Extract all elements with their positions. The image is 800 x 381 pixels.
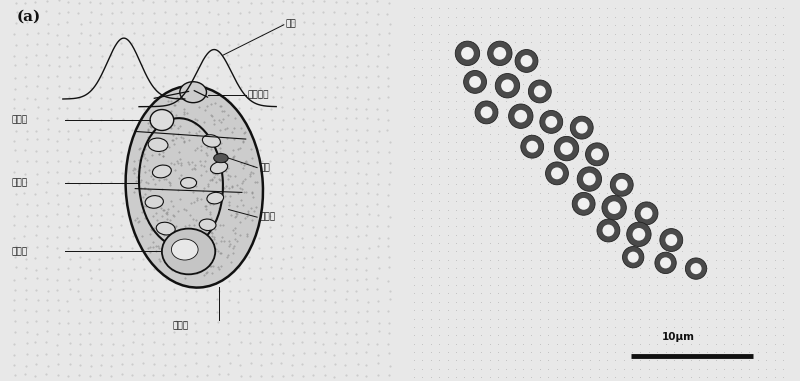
Text: 蛋白核: 蛋白核 xyxy=(11,247,27,256)
Ellipse shape xyxy=(199,219,216,231)
Circle shape xyxy=(461,47,474,60)
Circle shape xyxy=(526,141,538,153)
Circle shape xyxy=(626,222,651,247)
Circle shape xyxy=(655,252,676,274)
Circle shape xyxy=(602,224,614,237)
Circle shape xyxy=(521,55,533,67)
Circle shape xyxy=(514,110,527,123)
Circle shape xyxy=(515,50,538,72)
Circle shape xyxy=(560,142,573,155)
Ellipse shape xyxy=(162,229,215,274)
Circle shape xyxy=(660,229,682,251)
Circle shape xyxy=(622,247,644,268)
Text: 细胞壁: 细胞壁 xyxy=(173,321,189,330)
Circle shape xyxy=(494,47,506,60)
Circle shape xyxy=(509,104,533,128)
Circle shape xyxy=(501,79,514,92)
Circle shape xyxy=(635,202,658,225)
Circle shape xyxy=(586,143,609,166)
Circle shape xyxy=(686,258,706,279)
Circle shape xyxy=(529,80,551,103)
Ellipse shape xyxy=(156,222,175,235)
Ellipse shape xyxy=(145,195,163,208)
Circle shape xyxy=(633,228,646,241)
Circle shape xyxy=(608,201,621,214)
Circle shape xyxy=(628,251,638,263)
Circle shape xyxy=(534,85,546,98)
Ellipse shape xyxy=(153,165,171,178)
Text: 细胞核: 细胞核 xyxy=(11,178,27,187)
Circle shape xyxy=(616,179,628,191)
Ellipse shape xyxy=(210,162,228,174)
Circle shape xyxy=(576,122,588,134)
Ellipse shape xyxy=(126,86,263,288)
Circle shape xyxy=(521,135,544,158)
Circle shape xyxy=(577,167,602,191)
Circle shape xyxy=(488,41,512,66)
Circle shape xyxy=(572,192,595,215)
Circle shape xyxy=(641,207,653,219)
Circle shape xyxy=(464,70,486,93)
Circle shape xyxy=(583,173,596,186)
Circle shape xyxy=(690,263,702,274)
Circle shape xyxy=(455,41,480,66)
Ellipse shape xyxy=(150,109,174,130)
Text: (a): (a) xyxy=(16,10,41,24)
Circle shape xyxy=(602,195,626,220)
Circle shape xyxy=(469,76,481,88)
Circle shape xyxy=(597,219,620,242)
Circle shape xyxy=(546,116,558,128)
Text: 绒毛: 绒毛 xyxy=(286,19,297,28)
Circle shape xyxy=(475,101,498,124)
Circle shape xyxy=(554,136,578,161)
Circle shape xyxy=(610,173,633,196)
Circle shape xyxy=(551,167,563,179)
Circle shape xyxy=(591,148,603,160)
Ellipse shape xyxy=(207,192,223,204)
Circle shape xyxy=(660,257,671,269)
Circle shape xyxy=(540,110,562,133)
Text: 细胞前端: 细胞前端 xyxy=(248,91,269,100)
Text: 色素体: 色素体 xyxy=(259,213,275,222)
Circle shape xyxy=(570,116,593,139)
Ellipse shape xyxy=(148,138,168,152)
Circle shape xyxy=(495,74,520,98)
Text: 10μm: 10μm xyxy=(662,332,694,342)
Circle shape xyxy=(666,234,678,246)
Ellipse shape xyxy=(214,154,228,163)
Ellipse shape xyxy=(180,82,206,103)
Circle shape xyxy=(481,106,493,118)
Ellipse shape xyxy=(202,135,221,147)
Circle shape xyxy=(546,162,569,185)
Ellipse shape xyxy=(171,239,198,260)
Text: 眼点: 眼点 xyxy=(259,163,270,172)
Ellipse shape xyxy=(181,178,197,188)
Text: 伸缩泡: 伸缩泡 xyxy=(11,115,27,125)
Circle shape xyxy=(578,198,590,210)
